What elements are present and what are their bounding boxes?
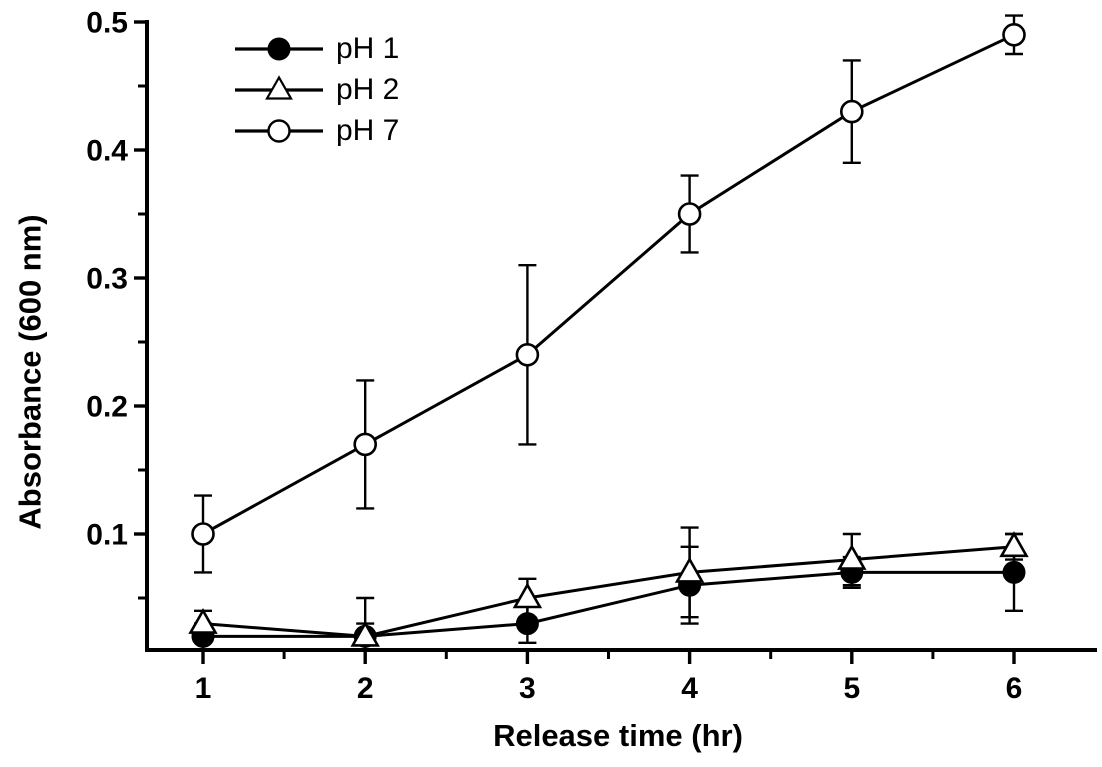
legend-item-ph7: pH 7 [234,110,399,151]
y-tick-label: 0.5 [86,7,128,40]
marker-filled-circle-ph-1 [1002,560,1026,584]
x-tick-label: 3 [519,672,536,705]
legend-item-ph1: pH 1 [234,28,399,69]
open-triangle-marker-icon [265,74,293,100]
legend: pH 1 pH 2 pH 7 [234,28,399,151]
legend-label-ph7: pH 7 [336,113,400,147]
marker-open-triangle-ph-2 [999,531,1029,558]
y-tick-label: 0.1 [86,519,128,552]
open-circle-marker-icon [267,118,291,143]
marker-open-circle-ph-7 [1002,22,1026,47]
marker-open-circle-ph-7 [677,202,702,226]
x-tick-label: 4 [681,672,698,705]
legend-label-ph2: pH 2 [336,72,400,106]
marker-open-triangle-ph-2 [350,620,380,647]
axes [145,20,1097,652]
x-tick-label: 6 [1006,672,1023,705]
marker-open-triangle-ph-2 [837,543,867,570]
marker-open-circle-ph-7 [353,432,378,457]
marker-open-circle-ph-7 [515,342,540,367]
marker-open-triangle-ph-2 [512,582,543,609]
legend-label-ph1: pH 1 [336,31,400,65]
marker-filled-circle-ph-1 [515,612,539,636]
series-line-ph-2 [202,545,1015,638]
series-line-ph-7 [202,33,1015,536]
ph1-line-sample [235,37,323,60]
marker-open-triangle-ph-2 [188,607,218,634]
x-tick-label: 2 [357,672,374,705]
ph2-line-sample [235,74,323,100]
filled-circle-marker-icon [267,37,291,60]
marker-open-triangle-ph-2 [674,556,705,583]
x-tick-label: 1 [195,672,212,705]
y-tick-label: 0.4 [86,135,128,168]
ph7-line-sample [235,118,323,143]
y-axis-title: Absorbance (600 nm) [13,214,48,529]
legend-item-ph2: pH 2 [234,69,399,110]
series-line-ph-1 [203,570,1014,638]
y-tick-label: 0.3 [86,263,128,296]
marker-open-circle-ph-7 [839,99,864,124]
y-tick-label: 0.2 [86,391,128,424]
x-tick-label: 5 [843,672,860,705]
marker-open-circle-ph-7 [191,522,215,546]
x-axis-title: Release time (hr) [493,718,743,753]
